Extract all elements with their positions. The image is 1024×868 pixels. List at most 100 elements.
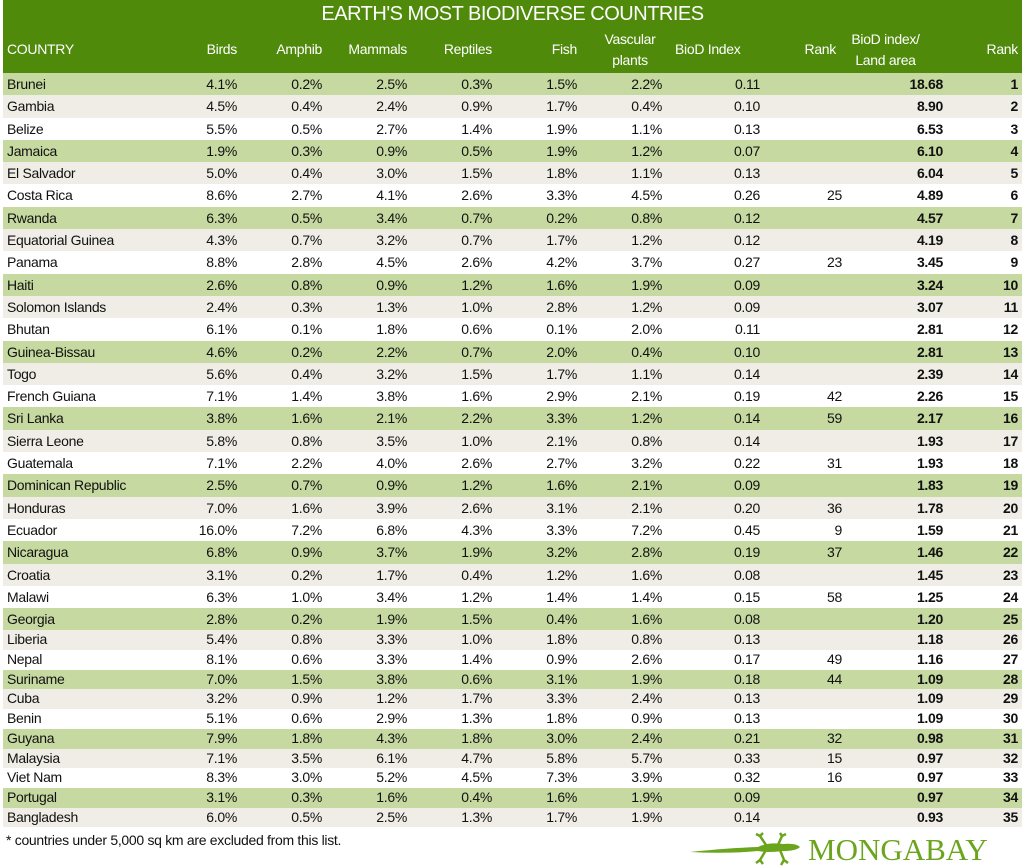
cell-country: Honduras bbox=[7, 499, 66, 516]
cell-mammals: 3.8% bbox=[376, 388, 407, 405]
cell-birds: 2.4% bbox=[206, 298, 237, 315]
cell-biod-index: 0.33 bbox=[733, 749, 760, 766]
cell-country: Solomon Islands bbox=[7, 298, 107, 315]
cell-country: Panama bbox=[7, 254, 58, 271]
cell-reptiles: 2.6% bbox=[461, 499, 492, 516]
cell-amphib: 0.5% bbox=[291, 209, 322, 226]
cell-amphib: 0.6% bbox=[291, 710, 322, 727]
cell-biod-index: 0.18 bbox=[733, 670, 760, 687]
table-row: Croatia 3.1% 0.2% 1.7% 0.4% 1.2% 1.6% 0.08 1.45 2… bbox=[3, 563, 1022, 586]
cell-fish: 1.9% bbox=[546, 142, 577, 159]
table-row: Dominican Republic 2.5% 0.7% 0.9% 1.2% 1.6% 2.… bbox=[3, 474, 1022, 497]
cell-mammals: 4.5% bbox=[376, 254, 407, 271]
cell-amphib: 1.5% bbox=[291, 670, 322, 687]
table-row: Belize 5.5% 0.5% 2.7% 1.4% 1.9% 1.1% 0.13 6.53 3 bbox=[3, 117, 1022, 140]
col-header-vascular: Vascular plants bbox=[600, 29, 660, 71]
cell-rank-land: 17 bbox=[1003, 432, 1018, 449]
cell-vascular: 2.4% bbox=[631, 729, 662, 746]
cell-rank: 44 bbox=[827, 670, 842, 687]
cell-mammals: 3.5% bbox=[376, 432, 407, 449]
cell-country: Bangladesh bbox=[7, 808, 78, 825]
cell-rank-land: 35 bbox=[1003, 808, 1018, 825]
cell-biod-land: 1.20 bbox=[916, 611, 943, 628]
cell-birds: 16.0% bbox=[198, 521, 238, 538]
cell-country: Guyana bbox=[7, 729, 55, 746]
cell-country: Suriname bbox=[7, 670, 65, 687]
cell-vascular: 0.8% bbox=[631, 209, 662, 226]
cell-mammals: 0.9% bbox=[376, 477, 407, 494]
cell-biod-index: 0.10 bbox=[733, 343, 760, 360]
cell-birds: 7.0% bbox=[206, 499, 237, 516]
cell-vascular: 1.9% bbox=[631, 276, 662, 293]
cell-rank-land: 24 bbox=[1003, 588, 1018, 605]
cell-fish: 3.3% bbox=[546, 410, 577, 427]
cell-reptiles: 4.7% bbox=[461, 749, 492, 766]
col-header-biod-land: BioD index/ Land area bbox=[848, 29, 923, 71]
cell-biod-land: 6.53 bbox=[916, 120, 943, 137]
table-row: Haiti 2.6% 0.8% 0.9% 1.2% 1.6% 1.9% 0.09 3.24 10 bbox=[3, 273, 1022, 296]
cell-biod-land: 1.45 bbox=[916, 566, 943, 583]
cell-reptiles: 4.5% bbox=[461, 769, 492, 786]
cell-fish: 2.7% bbox=[546, 455, 577, 472]
cell-reptiles: 2.6% bbox=[461, 187, 492, 204]
cell-reptiles: 1.2% bbox=[461, 588, 492, 605]
cell-mammals: 1.8% bbox=[376, 321, 407, 338]
cell-biod-land: 1.09 bbox=[916, 670, 943, 687]
cell-rank-land: 16 bbox=[1003, 410, 1018, 427]
cell-birds: 3.1% bbox=[206, 788, 237, 805]
cell-biod-index: 0.10 bbox=[733, 98, 760, 115]
cell-amphib: 0.9% bbox=[291, 544, 322, 561]
cell-country: Dominican Republic bbox=[7, 477, 127, 494]
cell-reptiles: 1.5% bbox=[461, 611, 492, 628]
table-row: Cuba 3.2% 0.9% 1.2% 1.7% 3.3% 2.4% 0.13 1.09 29 bbox=[3, 689, 1022, 710]
cell-amphib: 0.2% bbox=[291, 343, 322, 360]
cell-biod-index: 0.17 bbox=[733, 651, 760, 668]
cell-biod-index: 0.19 bbox=[733, 544, 760, 561]
cell-reptiles: 0.7% bbox=[461, 209, 492, 226]
cell-country: Cuba bbox=[7, 690, 40, 707]
cell-biod-land: 1.59 bbox=[916, 521, 943, 538]
cell-biod-index: 0.12 bbox=[733, 232, 760, 249]
cell-rank-land: 6 bbox=[1010, 187, 1019, 204]
cell-rank: 59 bbox=[827, 410, 842, 427]
cell-rank-land: 7 bbox=[1010, 209, 1019, 226]
cell-biod-index: 0.14 bbox=[733, 432, 760, 449]
cell-biod-index: 0.22 bbox=[733, 455, 760, 472]
cell-amphib: 0.7% bbox=[291, 232, 322, 249]
cell-reptiles: 1.6% bbox=[461, 388, 492, 405]
col-header-mammals: Mammals bbox=[348, 41, 407, 57]
cell-vascular: 2.0% bbox=[631, 321, 662, 338]
cell-amphib: 0.8% bbox=[291, 631, 322, 648]
cell-rank-land: 31 bbox=[1003, 729, 1018, 746]
cell-biod-index: 0.26 bbox=[733, 187, 760, 204]
cell-rank-land: 27 bbox=[1003, 651, 1018, 668]
cell-country: Togo bbox=[7, 365, 37, 382]
cell-fish: 1.9% bbox=[546, 120, 577, 137]
cell-birds: 2.6% bbox=[206, 276, 237, 293]
cell-amphib: 0.4% bbox=[291, 165, 322, 182]
cell-biod-land: 0.93 bbox=[916, 808, 943, 825]
cell-country: Nicaragua bbox=[7, 544, 69, 561]
cell-vascular: 2.1% bbox=[631, 499, 662, 516]
cell-fish: 1.6% bbox=[546, 477, 577, 494]
cell-fish: 4.2% bbox=[546, 254, 577, 271]
cell-rank-land: 29 bbox=[1003, 690, 1018, 707]
col-header-vascular-line2: plants bbox=[612, 52, 648, 68]
cell-rank-land: 32 bbox=[1003, 749, 1018, 766]
cell-biod-land: 0.98 bbox=[916, 729, 943, 746]
cell-fish: 3.3% bbox=[546, 690, 577, 707]
cell-biod-index: 0.11 bbox=[734, 76, 760, 92]
cell-birds: 2.8% bbox=[206, 611, 237, 628]
cell-biod-index: 0.08 bbox=[733, 566, 760, 583]
cell-biod-land: 3.07 bbox=[916, 298, 943, 315]
cell-amphib: 0.7% bbox=[291, 477, 322, 494]
cell-birds: 7.9% bbox=[206, 729, 237, 746]
col-header-amphib: Amphib bbox=[276, 41, 322, 57]
cell-amphib: 2.7% bbox=[291, 187, 322, 204]
cell-biod-index: 0.12 bbox=[733, 209, 760, 226]
cell-birds: 4.3% bbox=[206, 232, 237, 249]
col-header-country: COUNTRY bbox=[7, 41, 74, 57]
cell-birds: 5.1% bbox=[206, 710, 237, 727]
cell-country: Guinea-Bissau bbox=[7, 343, 95, 360]
cell-country: Costa Rica bbox=[7, 187, 73, 204]
